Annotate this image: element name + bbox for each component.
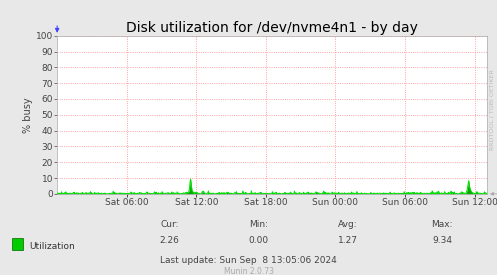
Text: RRDTOOL / TOBI OETIKER: RRDTOOL / TOBI OETIKER	[490, 70, 495, 150]
Text: 9.34: 9.34	[432, 236, 452, 245]
Text: Avg:: Avg:	[338, 220, 358, 229]
Text: Max:: Max:	[431, 220, 452, 229]
Text: 0.00: 0.00	[248, 236, 268, 245]
Y-axis label: % busy: % busy	[23, 97, 33, 133]
Text: Utilization: Utilization	[29, 242, 75, 251]
Text: Min:: Min:	[249, 220, 268, 229]
Text: Cur:: Cur:	[161, 220, 179, 229]
Text: Munin 2.0.73: Munin 2.0.73	[224, 267, 273, 275]
Text: Last update: Sun Sep  8 13:05:06 2024: Last update: Sun Sep 8 13:05:06 2024	[160, 256, 337, 265]
Text: 1.27: 1.27	[338, 236, 358, 245]
Title: Disk utilization for /dev/nvme4n1 - by day: Disk utilization for /dev/nvme4n1 - by d…	[126, 21, 418, 35]
Text: 2.26: 2.26	[159, 236, 179, 245]
